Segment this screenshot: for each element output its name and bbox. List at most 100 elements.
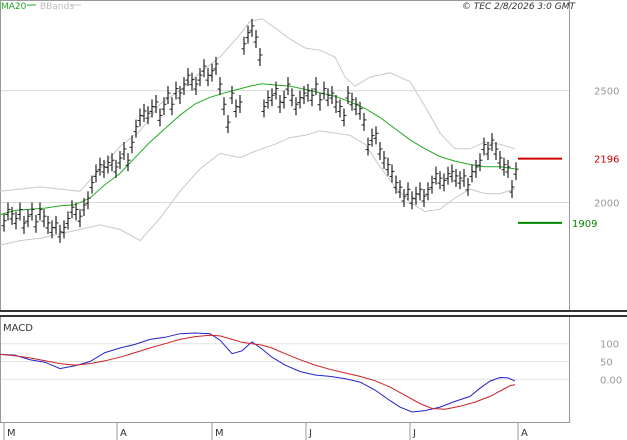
ohlc-bar (401, 189, 407, 208)
ohlc-bar (141, 103, 147, 122)
ohlc-bar (133, 119, 139, 138)
ohlc-bar (461, 168, 467, 187)
ohlc-bar (153, 95, 159, 113)
ohlc-bar (185, 68, 191, 87)
ohlc-bar (125, 153, 131, 172)
macd-title: MACD (3, 323, 33, 334)
ohlc-bar (81, 198, 87, 216)
y-ticks-layer: 2000 2500 100 50 0.00 (594, 87, 622, 387)
ohlc-bar (45, 215, 51, 234)
ohlc-bar (505, 159, 511, 178)
ohlc-bar (413, 186, 419, 205)
ohlc-bar (13, 211, 19, 230)
copyright-label: © TEC 2/8/2026 3:0 GMT (462, 2, 577, 12)
ohlc-bar (145, 106, 151, 125)
ohlc-bar (225, 115, 231, 134)
price-y-tick-label: 2000 (594, 199, 619, 210)
ohlc-bar (253, 30, 259, 49)
signal-line (0, 334, 516, 410)
ohlc-bar (473, 159, 479, 178)
ohlc-bar (201, 59, 207, 78)
ohlc-bar (249, 18, 255, 37)
ohlc-bar (353, 97, 359, 116)
ohlc-bar (113, 159, 119, 178)
ohlc-bar (117, 150, 123, 169)
ohlc-bar (73, 202, 79, 221)
ohlc-bar (61, 220, 67, 239)
ohlc-bar (393, 175, 399, 194)
ohlc-bar (49, 220, 55, 239)
ohlc-bar (437, 171, 443, 190)
ohlc-bar (305, 83, 311, 102)
ohlc-bar (9, 206, 15, 225)
ohlc-bar (273, 81, 279, 100)
ohlc-bar (377, 142, 383, 161)
support-label: 1909 (572, 219, 597, 230)
macd-y-tick-label: 100 (600, 340, 619, 351)
ohlc-bar (433, 166, 439, 185)
ohlc-bar (289, 88, 295, 107)
ohlc-bar (209, 63, 215, 82)
x-tick-label: A (120, 428, 127, 439)
ohlc-bar (161, 97, 167, 116)
ohlc-bar (5, 202, 11, 221)
ohlc-bar (173, 81, 179, 100)
ohlc-bar (157, 108, 163, 127)
ohlc-bar (493, 142, 499, 161)
ohlc-bar (349, 92, 355, 111)
ohlc-bar (93, 164, 99, 183)
ohlc-bar (429, 175, 435, 194)
ohlc-bar (457, 171, 463, 190)
ohlc-bar (425, 182, 431, 201)
ohlc-bar (313, 77, 319, 96)
ohlc-bar (137, 108, 143, 127)
ohlc-bar (277, 95, 283, 113)
ohlc-bar (361, 112, 367, 131)
x-tick-label: J (412, 428, 416, 439)
ohlc-bar (309, 88, 315, 107)
ohlc-bar (205, 68, 211, 87)
ma20-line (0, 83, 516, 216)
ohlc-bar (97, 157, 103, 176)
ohlc-bar (217, 77, 223, 96)
ohlc-bar (357, 101, 363, 120)
ohlc-bar (89, 175, 95, 194)
x-tick-label: A (521, 428, 528, 439)
ohlc-bar (293, 97, 299, 116)
ohlc-bar (445, 166, 451, 185)
ohlc-bar (281, 90, 287, 109)
ohlc-bar (497, 150, 503, 169)
ohlc-bar (405, 182, 411, 201)
ohlc-bar (265, 90, 271, 109)
macd-layer (0, 332, 516, 413)
ohlc-bar (37, 202, 43, 221)
ohlc-bar (229, 86, 235, 105)
ma-layer (0, 83, 516, 216)
ohlc-bar (193, 77, 199, 96)
ohlc-bar (369, 128, 375, 147)
ohlc-bar (57, 224, 63, 243)
ohlc-bar (221, 97, 227, 116)
ohlc-bar (213, 56, 219, 75)
ohlc-bar (33, 214, 39, 233)
x-tick-label: M (215, 428, 224, 439)
ohlc-bar (381, 150, 387, 169)
ohlc-bar (169, 97, 175, 116)
resistance-label: 2196 (594, 155, 619, 166)
ohlc-bar (501, 157, 507, 176)
ohlc-bar (509, 180, 515, 199)
x-tick-label: M (7, 428, 16, 439)
ohlc-bar (421, 189, 427, 208)
ohlc-bar (301, 86, 307, 105)
ohlc-bar (237, 95, 243, 113)
macd-y-tick-label: 50 (600, 357, 613, 368)
ohlc-bar (121, 142, 127, 161)
ohlc-bar (325, 88, 331, 107)
ohlc-bar (485, 142, 491, 161)
ohlc-bar (77, 209, 83, 228)
ohlc-bar (105, 155, 111, 174)
ohlc-bar (385, 157, 391, 176)
ohlc-bar (441, 173, 447, 192)
ohlc-bar (477, 153, 483, 172)
ohlc-bar (25, 209, 31, 228)
